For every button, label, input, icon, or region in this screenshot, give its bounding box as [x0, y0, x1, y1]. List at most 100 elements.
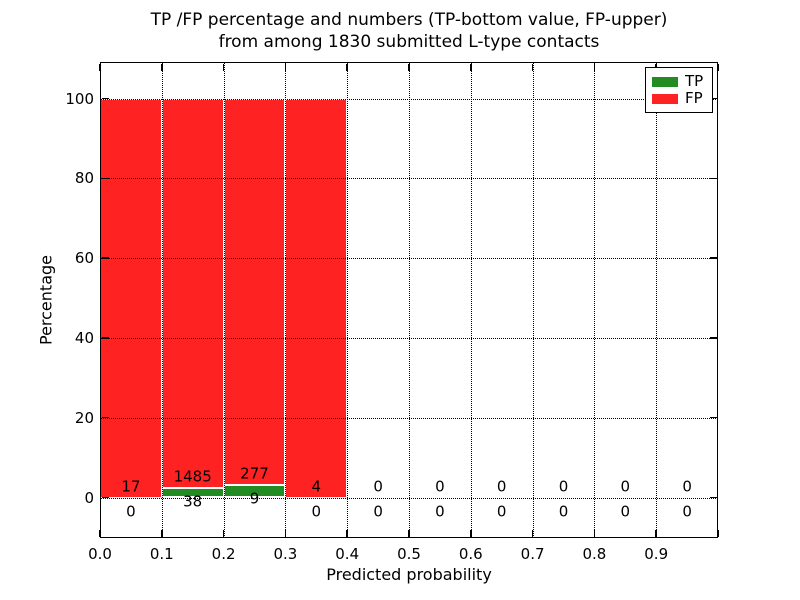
fp-count-label: 17	[121, 477, 141, 495]
fp-bar	[161, 98, 224, 488]
x-tick-top	[346, 63, 348, 71]
y-tick-right	[709, 496, 717, 499]
gridline-vertical	[161, 62, 163, 538]
x-tick	[408, 529, 410, 537]
gridline-vertical	[532, 62, 534, 538]
x-tick	[346, 529, 348, 537]
x-tick	[717, 529, 719, 537]
x-tick-top	[531, 63, 534, 71]
y-axis-label: Percentage	[36, 254, 56, 346]
gridline-vertical	[656, 62, 658, 538]
y-tick-label: 80	[74, 169, 94, 188]
tp-count-label: 0	[126, 502, 136, 521]
x-tick-top	[284, 63, 287, 71]
x-tick-top	[99, 63, 101, 71]
fp-count-label: 4	[311, 477, 322, 495]
y-tick	[101, 337, 109, 339]
y-tick-label: 100	[65, 89, 94, 108]
x-tick	[161, 529, 163, 537]
legend: TP FP	[645, 67, 713, 113]
y-tick	[101, 177, 109, 180]
fp-bar	[223, 98, 286, 485]
x-tick-label: 0.6	[458, 545, 483, 563]
x-tick-label: 0.5	[397, 545, 421, 563]
fp-count-label: 0	[435, 477, 445, 495]
tp-count-label: 0	[620, 502, 631, 521]
legend-row-fp: FP	[652, 91, 706, 106]
gridline-horizontal	[100, 497, 718, 499]
tp-count-label: 0	[496, 502, 507, 521]
legend-swatch-fp-icon	[652, 93, 678, 104]
legend-swatch-tp-icon	[652, 76, 678, 87]
x-tick-label: 0.7	[520, 545, 545, 563]
chart-title: TP /FP percentage and numbers (TP-bottom…	[100, 9, 718, 53]
x-tick-top	[161, 63, 163, 71]
fp-count-label: 0	[496, 477, 507, 495]
chart-title-line2: from among 1830 submitted L-type contact…	[218, 32, 600, 52]
tp-count-label: 0	[311, 502, 322, 521]
fp-count-label: 0	[558, 477, 569, 495]
x-tick	[99, 529, 101, 537]
fp-count-label: 0	[373, 477, 383, 495]
gridline-horizontal	[100, 98, 718, 100]
legend-label-tp: TP	[685, 72, 704, 90]
tp-count-label: 0	[682, 502, 692, 521]
tp-count-label: 0	[435, 502, 445, 521]
x-tick	[470, 529, 472, 537]
y-tick	[101, 416, 109, 419]
y-tick-label: 20	[74, 408, 94, 427]
gridline-horizontal	[100, 417, 718, 419]
x-tick-top	[470, 63, 472, 71]
gridline-horizontal	[100, 178, 718, 180]
tp-count-label: 0	[373, 502, 383, 521]
y-tick-label: 60	[74, 249, 94, 268]
y-tick-label: 0	[84, 488, 94, 507]
gridline-horizontal	[100, 337, 718, 339]
fp-count-label: 1485	[173, 467, 212, 486]
y-tick-right	[709, 177, 717, 180]
tp-count-label: 38	[183, 492, 203, 511]
x-tick	[222, 529, 225, 537]
tp-count-label: 9	[249, 489, 260, 508]
gridline-vertical	[594, 62, 596, 538]
plot-border	[100, 62, 718, 538]
x-axis-label: Predicted probability	[326, 565, 492, 584]
y-tick-label: 40	[74, 328, 94, 347]
x-tick	[531, 529, 534, 537]
legend-label-fp: FP	[685, 89, 703, 107]
x-tick-top	[408, 63, 410, 71]
fp-count-label: 0	[682, 477, 692, 495]
y-tick	[101, 496, 109, 499]
y-tick-right	[709, 97, 717, 100]
x-tick-label: 0.8	[582, 545, 607, 563]
x-tick-top	[593, 63, 596, 71]
gridline-vertical	[470, 62, 472, 538]
x-tick-label: 0.9	[644, 545, 669, 563]
x-tick-label: 0.4	[335, 545, 360, 563]
y-tick-right	[709, 337, 717, 339]
x-tick-label: 0.3	[273, 545, 298, 563]
x-tick-label: 0.0	[88, 545, 112, 563]
fp-count-label: 0	[620, 477, 631, 495]
x-tick	[593, 529, 596, 537]
x-tick	[655, 529, 657, 537]
y-tick	[101, 97, 109, 100]
y-tick-right	[709, 257, 717, 259]
x-tick	[284, 529, 287, 537]
gridline-vertical	[409, 62, 410, 538]
x-tick-top	[222, 63, 225, 71]
y-tick-right	[709, 416, 717, 419]
fp-count-label: 277	[240, 464, 269, 483]
x-tick-label: 0.2	[211, 545, 236, 563]
legend-row-tp: TP	[652, 74, 706, 89]
gridline-vertical	[285, 62, 287, 538]
gridline-horizontal	[100, 258, 718, 260]
chart-title-line1: TP /FP percentage and numbers (TP-bottom…	[150, 10, 668, 30]
tp-count-label: 0	[558, 502, 569, 521]
gridline-vertical	[347, 62, 349, 538]
x-tick-top	[717, 63, 719, 71]
gridline-vertical	[223, 62, 225, 538]
y-tick	[101, 257, 109, 259]
x-tick-label: 0.1	[149, 545, 174, 563]
